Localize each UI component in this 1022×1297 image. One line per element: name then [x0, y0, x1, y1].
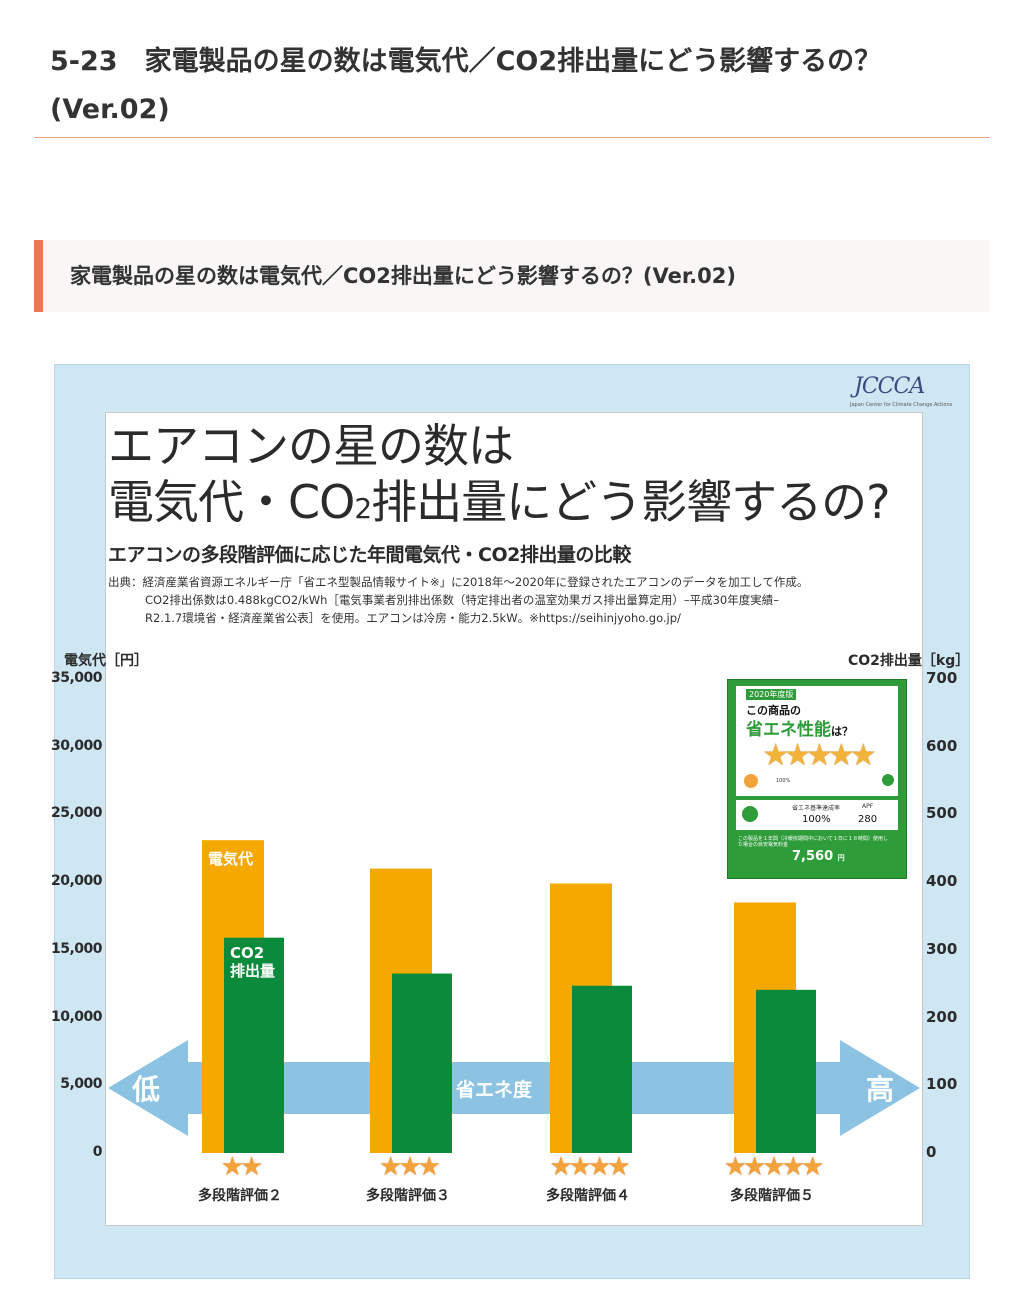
page-title: 5-23 家電製品の星の数は電気代／CO2排出量にどう影響するの？ (Ver.0… [50, 38, 980, 134]
y-tick-left: 15,000 [50, 940, 103, 957]
y-tick-left: 5,000 [60, 1076, 102, 1093]
source-note: 出典：経済産業省資源エネルギー庁「省エネ型製品情報サイト※」に2018年〜202… [108, 573, 808, 627]
energy-saving-mark-icon [742, 806, 758, 822]
page-title-line2: (Ver.02) [50, 94, 170, 125]
y-tick-left: 35,000 [50, 670, 103, 686]
page-title-line1: 5-23 家電製品の星の数は電気代／CO2排出量にどう影響するの？ [50, 46, 882, 77]
infographic-title-line2: 電気代・CO2排出量にどう影響するの? [108, 474, 918, 530]
category-label: 多段階評価５ [730, 1188, 814, 1204]
y-tick-right: 200 [926, 1007, 958, 1026]
efficiency-arrow [108, 1040, 920, 1136]
jccca-logo: JCCCA Japan Center for Climate Change Ac… [848, 372, 952, 412]
y-tick-left: 30,000 [50, 737, 103, 754]
y-axis-left-title: 電気代［円］ [64, 653, 148, 669]
energy-label-line2: 省エネ性能は？ [746, 715, 853, 740]
y-tick-left: 0 [92, 1144, 103, 1160]
y-tick-right: 700 [926, 669, 958, 687]
energy-mark-right-icon [882, 774, 894, 786]
y-tick-left: 20,000 [50, 873, 103, 890]
title-part-b: 排出量にどう影響するの? [371, 475, 890, 529]
energy-label-year: 2020年度版 [746, 689, 797, 700]
logo-subtext: Japan Center for Climate Change Actions [850, 402, 953, 408]
source-line2: CO2排出係数は0.488kgCO2/kWh［電気事業者別排出係数（特定排出者の… [145, 593, 779, 607]
chart-subtitle: エアコンの多段階評価に応じた年間電気代・CO2排出量の比較 [108, 544, 631, 566]
co2-bar [392, 973, 452, 1153]
co2-bar [224, 937, 284, 1153]
energy-label-card: 2020年度版 この商品の 省エネ性能は？ ★★★★★ 100% 省エネ基準達成… [727, 679, 907, 879]
arrow-high-label: 高 [866, 1073, 895, 1106]
category-label: 多段階評価２ [198, 1188, 282, 1204]
co2-series-label-line1: CO2 [230, 943, 265, 962]
co2-series-label: CO2 排出量 [230, 944, 275, 980]
y-tick-right: 0 [926, 1143, 937, 1161]
co2-bar [756, 989, 816, 1153]
title-part-a: 電気代・CO [108, 475, 355, 529]
energy-label-stars: ★★★★★ [762, 738, 876, 773]
category-label: 多段階評価４ [546, 1188, 630, 1204]
energy-label-cost: 7,560 円 [792, 849, 845, 864]
metric1-name: 省エネ基準達成率 [792, 805, 841, 812]
energy-label-top: 2020年度版 この商品の 省エネ性能は？ ★★★★★ 100% [736, 686, 898, 796]
infographic-title-line1: エアコンの星の数は [108, 419, 514, 473]
y-tick-left: 25,000 [50, 805, 103, 822]
star-rating: ★★ [220, 1152, 264, 1182]
energy-label-pct-small: 100% [776, 778, 791, 784]
title-subscript: 2 [354, 492, 372, 525]
y-tick-left: 10,000 [50, 1008, 103, 1025]
co2-bar [572, 985, 632, 1153]
energy-mark-icon [744, 774, 758, 788]
star-rating: ★★★★★ [723, 1152, 825, 1182]
star-rating: ★★★★ [549, 1152, 630, 1182]
y-tick-right: 100 [926, 1075, 958, 1094]
energy-label-cost-note: この製品を１年間（冷暖房期間中において１日に１８時間）使用した場合の目安電気料金 [738, 836, 888, 848]
metric2-value: 280 [858, 814, 878, 825]
arrow-center-label: 省エネ度 [456, 1079, 533, 1101]
energy-label-cost-unit: 円 [837, 854, 845, 862]
energy-label-cost-value: 7,560 [792, 849, 834, 864]
star-rating: ★★★ [379, 1152, 441, 1182]
title-divider [34, 137, 990, 138]
source-line1: 出典：経済産業省資源エネルギー庁「省エネ型製品情報サイト※」に2018年〜202… [108, 575, 809, 589]
energy-label-line1: この商品の [746, 704, 801, 717]
y-tick-right: 600 [926, 736, 958, 755]
logo-text: JCCCA [854, 374, 925, 399]
metric1-value: 100% [802, 814, 831, 825]
energy-label-line2-tail: は？ [831, 725, 853, 738]
energy-label-metrics: 省エネ基準達成率 100% APF 280 [736, 800, 898, 830]
y-axis-right-title: CO2排出量［kg］ [848, 653, 970, 669]
y-tick-right: 300 [926, 939, 958, 958]
source-line3: R2.1.7環境省・経済産業省公表］を使用。エアコンは冷房・能力2.5kW。※h… [145, 611, 681, 625]
y-tick-right: 400 [926, 872, 958, 891]
infographic-title: エアコンの星の数は 電気代・CO2排出量にどう影響するの? [108, 418, 918, 530]
metric2-name: APF [862, 803, 874, 810]
co2-series-label-line2: 排出量 [230, 961, 276, 980]
heading-accent-bar [34, 240, 43, 312]
energy-label-line2-main: 省エネ性能 [746, 720, 831, 740]
section-heading: 家電製品の星の数は電気代／CO2排出量にどう影響するの？(Ver.02) [34, 240, 990, 312]
section-heading-text: 家電製品の星の数は電気代／CO2排出量にどう影響するの？(Ver.02) [70, 264, 736, 288]
category-label: 多段階評価３ [366, 1188, 450, 1204]
arrow-low-label: 低 [132, 1073, 161, 1106]
y-tick-right: 500 [926, 804, 958, 823]
cost-series-label: 電気代 [208, 850, 254, 869]
